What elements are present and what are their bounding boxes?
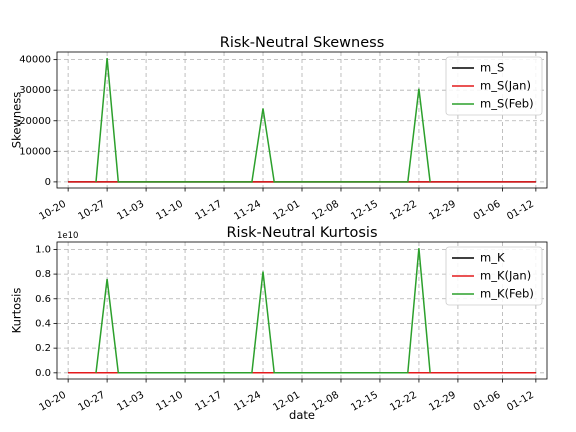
legend-label: m_K(Jan) bbox=[480, 269, 531, 283]
legend-label: m_S(Jan) bbox=[480, 79, 531, 93]
skewness-panel: 10-20 10-27 11-03 11-10 11-17 11-24 12-01 12-08… bbox=[10, 35, 548, 223]
legend-box bbox=[445, 56, 543, 116]
legend-label: m_S(Feb) bbox=[480, 97, 534, 111]
legend-box bbox=[445, 246, 543, 306]
y-tick-label: 0.0 bbox=[35, 368, 51, 379]
y-axis-offset-text: 1e10 bbox=[57, 231, 78, 241]
series-line-m-k-feb bbox=[95, 248, 431, 374]
y-tick-label: 0.6 bbox=[35, 294, 51, 305]
y-tick-label: 10000 bbox=[19, 146, 51, 157]
x-axis-label: date bbox=[289, 408, 315, 422]
y-tick-label: 0.2 bbox=[35, 343, 51, 354]
y-tick-label: 30000 bbox=[19, 85, 51, 96]
y-tick-label: 0.8 bbox=[35, 269, 51, 280]
legend-label: m_S bbox=[480, 61, 504, 75]
y-tick-label: 40000 bbox=[19, 55, 51, 66]
y-axis-label: Kurtosis bbox=[10, 288, 24, 334]
legend-label: m_K(Feb) bbox=[480, 287, 534, 301]
chart-title: Risk-Neutral Kurtosis bbox=[226, 225, 377, 241]
series-line-m-s-feb bbox=[95, 58, 431, 183]
legend: m_S m_S(Jan) m_S(Feb) bbox=[445, 56, 543, 116]
legend: m_K m_K(Jan) m_K(Feb) bbox=[445, 246, 543, 306]
y-axis-label: Skewness bbox=[10, 92, 24, 148]
legend-label: m_K bbox=[480, 251, 505, 265]
y-tick-label: 1.0 bbox=[35, 244, 51, 255]
y-tick-label: 20000 bbox=[19, 116, 51, 127]
chart-title: Risk-Neutral Skewness bbox=[220, 35, 385, 51]
y-tick-label: 0.4 bbox=[35, 318, 51, 329]
y-tick-label: 0 bbox=[45, 177, 51, 188]
